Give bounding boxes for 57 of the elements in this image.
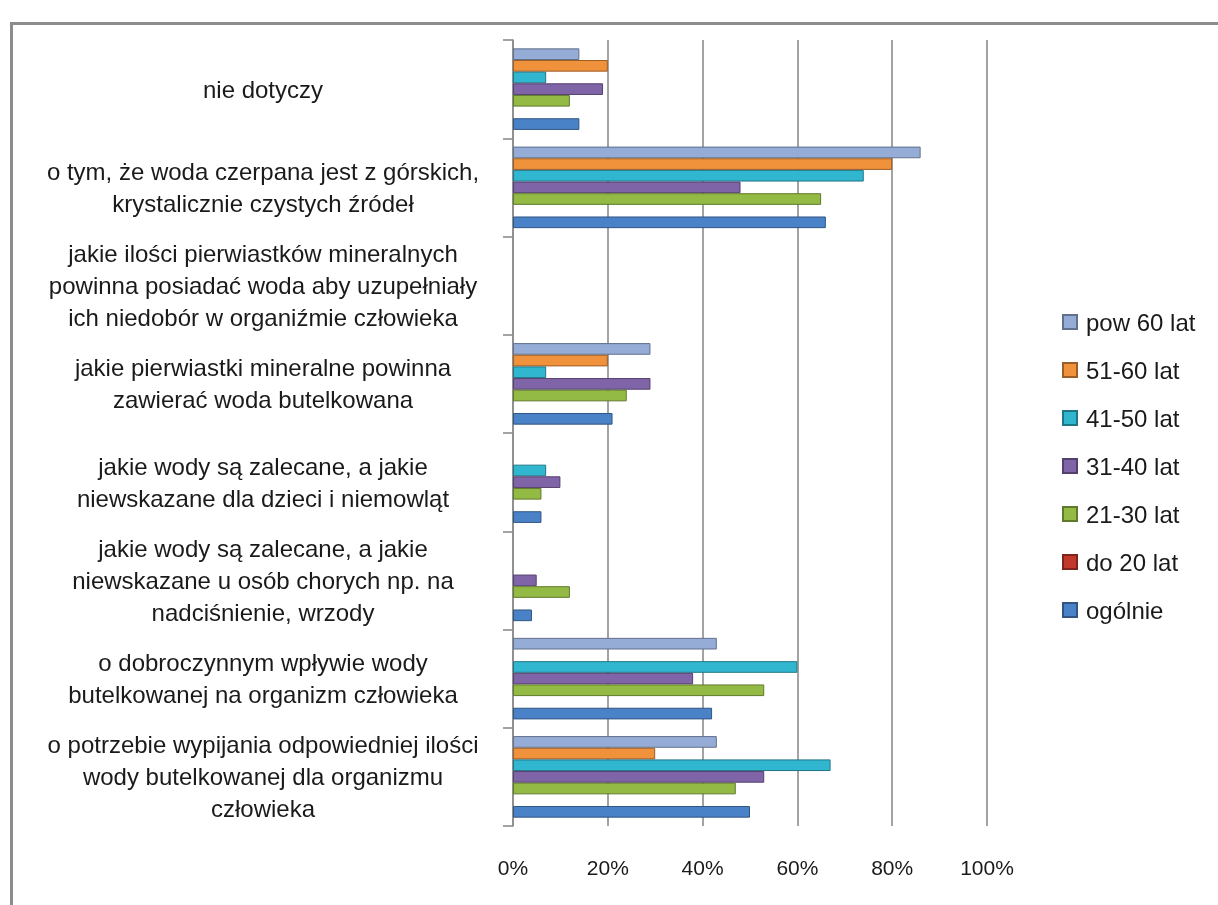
x-tick-label: 100% [960, 856, 1014, 879]
bar [513, 216, 826, 229]
bar [513, 574, 537, 587]
bar [513, 707, 713, 720]
bar [513, 378, 651, 390]
y-tick-label: jakie ilości pierwiastków mineralnych powinna posiadać woda aby uzupełniały ich niedobór w organiźmie człowieka [48, 240, 478, 332]
x-tick-label: 80% [871, 856, 914, 879]
bar [513, 413, 613, 425]
x-tick-label: 0% [497, 856, 529, 879]
legend-label: 51-60 lat [1086, 356, 1180, 384]
y-tick-label: jakie wody są zalecane, a jakie niewskazane u osób chorych np. na nadciśnienie, wrzody [72, 534, 455, 626]
bar [513, 158, 893, 170]
bar [513, 94, 570, 107]
bar [513, 609, 532, 622]
bar [513, 389, 627, 402]
bar [513, 83, 604, 95]
legend-label: 31-40 lat [1086, 452, 1180, 480]
y-tick-label: jakie pierwiastki mineralne powinna zawierać woda butelkowana [73, 354, 452, 414]
bar [513, 354, 608, 367]
legend-label: do 20 lat [1086, 548, 1179, 576]
bar [513, 169, 864, 182]
bar [513, 464, 547, 477]
bar [513, 661, 798, 673]
bar [513, 118, 580, 130]
x-tick-label: 60% [776, 856, 819, 879]
legend-label: 21-30 lat [1086, 500, 1180, 528]
bar [513, 684, 765, 697]
bar [513, 672, 694, 685]
bar [513, 782, 736, 795]
bar [513, 146, 921, 159]
bar [513, 759, 831, 772]
bar [513, 736, 717, 748]
bar [513, 193, 822, 205]
legend-label: pow 60 lat [1086, 308, 1196, 336]
bar [513, 806, 750, 818]
bar [513, 366, 547, 379]
bar [513, 343, 651, 355]
bar [513, 476, 561, 488]
x-tick-label: 40% [681, 856, 724, 879]
x-tick-label: 20% [586, 856, 629, 879]
bar [513, 487, 542, 500]
bar [513, 637, 717, 650]
y-tick-label: o tym, że woda czerpana jest z górskich, krystalicznie czystych źródeł [46, 157, 480, 217]
y-tick-label: jakie wody są zalecane, a jakie niewskazane dla dzieci i niemowląt [76, 452, 450, 512]
y-tick-label: o dobroczynnym wpływie wody butelkowanej na organizm człowieka [68, 649, 459, 709]
bar [513, 771, 765, 783]
legend-label: ogólnie [1086, 596, 1164, 624]
bar [513, 71, 547, 84]
bar [513, 511, 542, 523]
bar [513, 48, 580, 60]
bar [513, 181, 741, 194]
bar [513, 747, 656, 760]
y-tick-label: o potrzebie wypijania odpowiedniej ilości wody butelkowanej dla organizmu człowieka [47, 731, 479, 823]
bar [513, 60, 608, 72]
y-tick-label: nie dotyczy [202, 75, 324, 103]
bar [513, 586, 570, 598]
legend-label: 41-50 lat [1086, 404, 1180, 432]
